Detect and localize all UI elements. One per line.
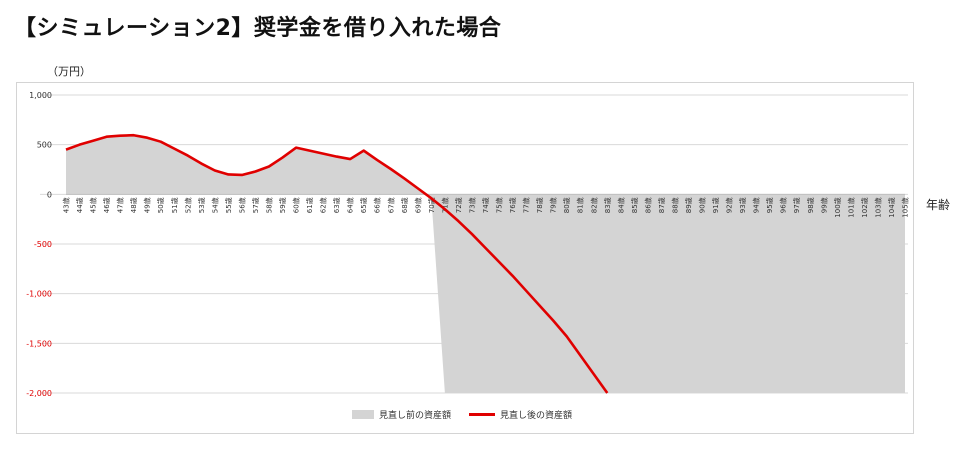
y-tick-label: -1,500 — [26, 339, 52, 348]
x-tick-label: 53歳 — [197, 197, 206, 213]
x-tick-label: 84歳 — [616, 197, 625, 213]
x-tick-label: 52歳 — [183, 197, 192, 213]
x-tick-label: 68歳 — [400, 197, 409, 213]
x-tick-label: 73歳 — [467, 197, 476, 213]
x-tick-label: 71歳 — [440, 197, 449, 213]
x-tick-label: 103歳 — [873, 197, 882, 217]
x-tick-label: 57歳 — [251, 197, 260, 213]
x-tick-label: 100歳 — [833, 197, 842, 217]
x-tick-label: 102歳 — [860, 197, 869, 217]
x-tick-label: 58歳 — [264, 197, 273, 213]
x-tick-label: 74歳 — [481, 197, 490, 213]
x-tick-label: 61歳 — [305, 197, 314, 213]
y-tick-label: 500 — [37, 141, 52, 150]
x-tick-label: 80歳 — [562, 197, 571, 213]
x-tick-label: 66歳 — [373, 197, 382, 213]
legend-item-after: 見直し後の資産額 — [469, 408, 572, 421]
x-tick-label: 69歳 — [413, 197, 422, 213]
x-tick-label: 93歳 — [738, 197, 747, 213]
x-tick-label: 49歳 — [143, 197, 152, 213]
x-tick-label: 81歳 — [576, 197, 585, 213]
x-tick-label: 90歳 — [698, 197, 707, 213]
legend-item-before: 見直し前の資産額 — [352, 408, 451, 421]
x-tick-label: 99歳 — [819, 197, 828, 213]
x-tick-label: 54歳 — [210, 197, 219, 213]
area-series-before — [66, 135, 905, 394]
line-series-after — [65, 133, 609, 394]
y-tick-label: 1,000 — [29, 91, 52, 100]
x-tick-label: 64歳 — [346, 197, 355, 213]
x-tick-label: 65歳 — [359, 197, 368, 213]
x-tick-label: 48歳 — [129, 197, 138, 213]
legend-label-before: 見直し前の資産額 — [379, 411, 452, 421]
x-tick-label: 63歳 — [332, 197, 341, 213]
y-tick-label: -500 — [34, 240, 52, 249]
x-tick-label: 86歳 — [643, 197, 652, 213]
x-tick-label: 45歳 — [89, 197, 98, 213]
x-tick-label: 101歳 — [846, 197, 855, 217]
x-tick-label: 104歳 — [887, 197, 896, 217]
x-tick-label: 67歳 — [386, 197, 395, 213]
x-tick-label: 94歳 — [752, 197, 761, 213]
legend-swatch-line — [469, 413, 496, 416]
x-tick-label: 91歳 — [711, 197, 720, 213]
x-tick-label: 87歳 — [657, 197, 666, 213]
legend-label-after: 見直し後の資産額 — [500, 411, 573, 421]
chart-title: 【シミュレーション2】奨学金を借り入れた場合 — [14, 16, 502, 41]
x-tick-label: 89歳 — [684, 197, 693, 213]
x-tick-label: 46歳 — [102, 197, 111, 213]
x-tick-label: 70歳 — [427, 197, 436, 213]
x-tick-label: 43歳 — [62, 197, 71, 213]
y-tick-label: 0 — [47, 190, 52, 199]
x-tick-label: 51歳 — [170, 197, 179, 213]
x-tick-label: 56歳 — [237, 197, 246, 213]
x-tick-label: 62歳 — [319, 197, 328, 213]
x-tick-label: 79歳 — [549, 197, 558, 213]
x-tick-label: 105歳 — [901, 197, 910, 217]
x-tick-label: 72歳 — [454, 197, 463, 213]
x-tick-label: 76歳 — [508, 197, 517, 213]
y-tick-label: -2,000 — [26, 389, 52, 398]
x-tick-label: 97歳 — [792, 197, 801, 213]
x-tick-label: 47歳 — [116, 197, 125, 213]
x-tick-label: 75歳 — [495, 197, 504, 213]
legend-swatch-area — [352, 410, 374, 419]
x-tick-label: 77歳 — [522, 197, 531, 213]
x-tick-label: 83歳 — [603, 197, 612, 213]
x-tick-label: 82歳 — [589, 197, 598, 213]
chart-frame — [16, 82, 914, 434]
x-tick-label: 59歳 — [278, 197, 287, 213]
x-tick-label: 88歳 — [670, 197, 679, 213]
x-axis-unit: 年齢 — [926, 198, 951, 212]
x-tick-label: 95歳 — [765, 197, 774, 213]
x-tick-label: 60歳 — [292, 197, 301, 213]
x-tick-label: 50歳 — [156, 197, 165, 213]
x-tick-label: 96歳 — [779, 197, 788, 213]
y-tick-label: -1,000 — [26, 290, 52, 299]
legend: 見直し前の資産額 見直し後の資産額 — [352, 408, 572, 421]
x-tick-label: 78歳 — [535, 197, 544, 213]
y-axis-unit: （万円） — [47, 65, 91, 78]
x-tick-label: 85歳 — [630, 197, 639, 213]
x-tick-label: 92歳 — [725, 197, 734, 213]
x-tick-label: 55歳 — [224, 197, 233, 213]
x-tick-label: 44歳 — [75, 197, 84, 213]
x-tick-label: 98歳 — [806, 197, 815, 213]
